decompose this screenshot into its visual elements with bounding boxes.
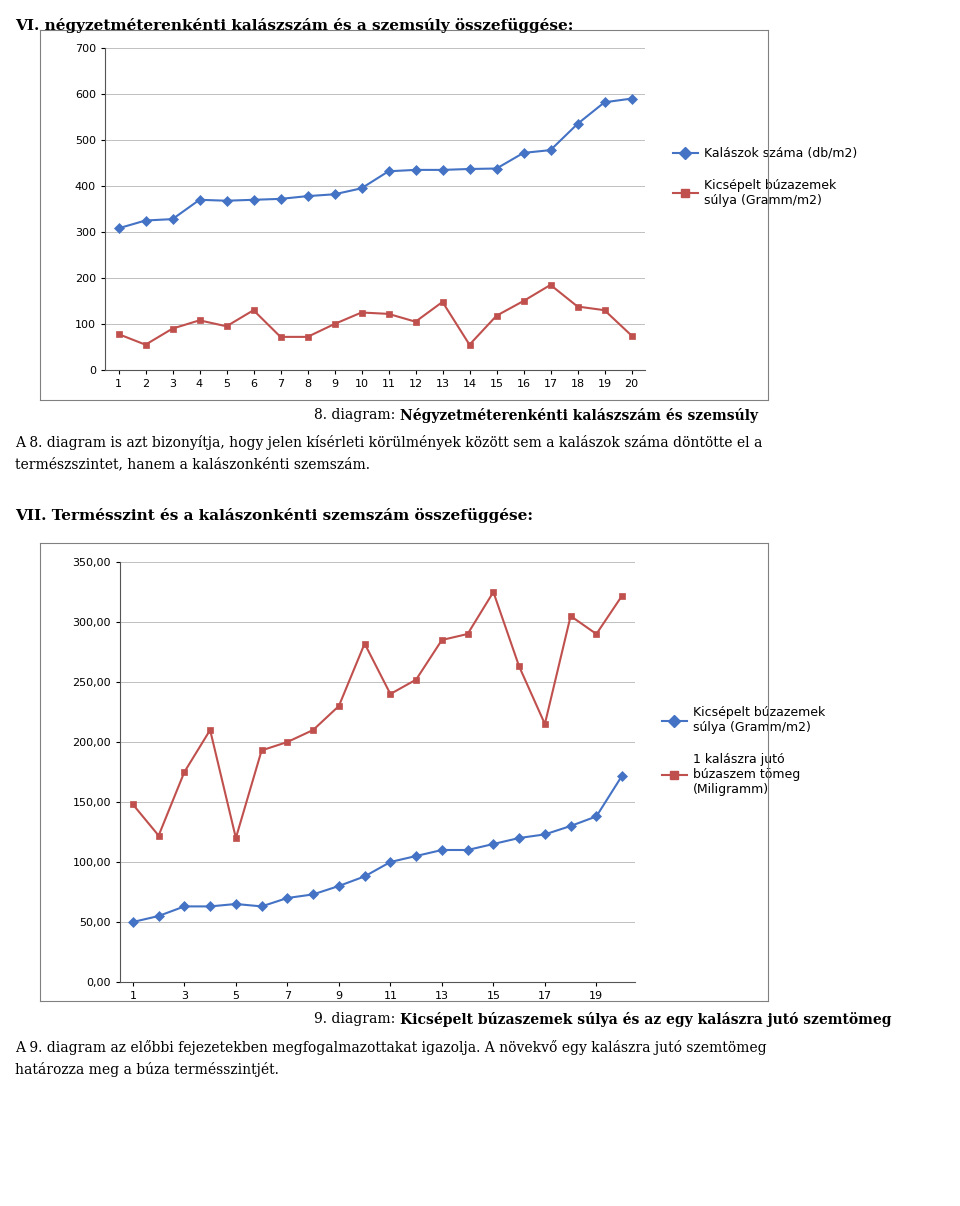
- Text: VI. négyzetméterenkénti kalászszám és a szemsúly összefüggése:: VI. négyzetméterenkénti kalászszám és a …: [15, 18, 573, 33]
- Text: 9. diagram:: 9. diagram:: [314, 1012, 400, 1026]
- Text: Kicsépelt búzaszemek súlya és az egy kalászra jutó szemtömeg: Kicsépelt búzaszemek súlya és az egy kal…: [400, 1012, 892, 1028]
- Text: természszintet, hanem a kalászonkénti szemszám.: természszintet, hanem a kalászonkénti sz…: [15, 457, 370, 472]
- Text: A 8. diagram is azt bizonyítja, hogy jelen kísérleti körülmények között sem a ka: A 8. diagram is azt bizonyítja, hogy jel…: [15, 435, 762, 450]
- Text: határozza meg a búza termésszintjét.: határozza meg a búza termésszintjét.: [15, 1062, 278, 1077]
- Legend: Kalászok száma (db/m2), Kicsépelt búzazemek
súlya (Gramm/m2): Kalászok száma (db/m2), Kicsépelt búzaze…: [673, 147, 857, 206]
- Text: Négyzetméterenkénti kalászszám és szemsúly: Négyzetméterenkénti kalászszám és szemsú…: [400, 408, 758, 423]
- Legend: Kicsépelt búzazemek
súlya (Gramm/m2), 1 kalászra jutó
búzaszem tömeg
(Miligramm): Kicsépelt búzazemek súlya (Gramm/m2), 1 …: [661, 707, 826, 796]
- Text: VII. Termésszint és a kalászonkénti szemszám összefüggése:: VII. Termésszint és a kalászonkénti szem…: [15, 508, 533, 523]
- Text: 8. diagram:: 8. diagram:: [314, 408, 400, 422]
- Text: A 9. diagram az előbbi fejezetekben megfogalmazottakat igazolja. A növekvő egy k: A 9. diagram az előbbi fejezetekben megf…: [15, 1040, 767, 1055]
